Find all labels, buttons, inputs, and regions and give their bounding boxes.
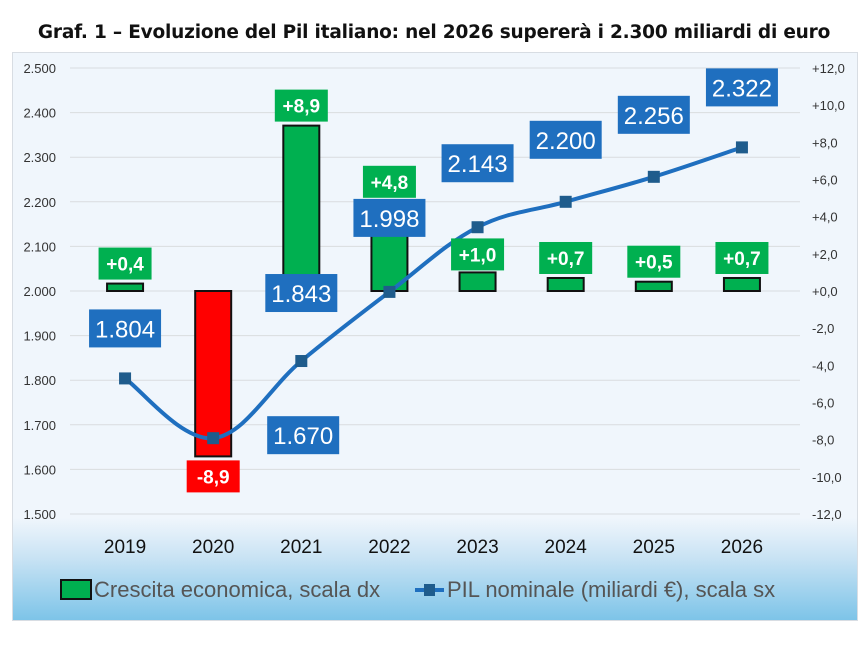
left-axis-tick-label: 2.100 <box>23 239 56 254</box>
right-axis-tick-label: -8,0 <box>812 433 834 448</box>
right-axis-tick-label: -2,0 <box>812 321 834 336</box>
bar-data-label-box <box>451 238 505 271</box>
right-axis-tick-label: +6,0 <box>812 173 838 188</box>
legend-line-marker <box>424 584 435 596</box>
x-axis-tick-label: 2023 <box>456 537 498 558</box>
line-data-label: 2.143 <box>448 151 508 178</box>
right-axis-tick-label: +0,0 <box>812 284 838 299</box>
bar <box>194 290 233 458</box>
right-axis-tick-label: +10,0 <box>812 98 845 113</box>
pil-marker <box>647 170 660 183</box>
bar-data-label: -8,9 <box>197 467 230 488</box>
bar-data-label: +0,7 <box>723 249 761 270</box>
pil-marker <box>471 221 484 234</box>
pil-marker <box>383 285 396 298</box>
legend-label-pil: PIL nominale (miliardi €), scala sx <box>447 577 775 602</box>
bar <box>722 276 761 293</box>
line-data-label-box <box>705 68 778 107</box>
left-axis-tick-label: 1.600 <box>23 462 56 477</box>
legend-label-crescita: Crescita economica, scala dx <box>94 577 380 602</box>
right-axis-tick-label: -12,0 <box>812 507 842 522</box>
line-data-label-box <box>353 198 426 237</box>
legend-bar-swatch <box>60 579 92 600</box>
left-axis-tick-label: 2.000 <box>23 284 56 299</box>
pil-line <box>123 145 743 441</box>
line-data-label-box <box>529 120 602 159</box>
x-axis-tick-label: 2022 <box>368 537 410 558</box>
pil-marker <box>207 432 220 445</box>
right-axis-tick-label: -10,0 <box>812 470 842 485</box>
line-data-label-box <box>265 274 338 313</box>
line-data-label: 1.843 <box>271 281 331 308</box>
left-axis-tick-label: 2.300 <box>23 150 56 165</box>
line-data-label: 1.804 <box>95 316 155 343</box>
bar-data-label: +0,5 <box>635 253 673 274</box>
left-axis-tick-label: 1.900 <box>23 329 56 344</box>
pil-marker <box>735 141 748 154</box>
bar <box>546 276 585 293</box>
right-axis-tick-label: -4,0 <box>812 358 834 373</box>
pil-marker <box>559 195 572 208</box>
left-axis-tick-label: 1.500 <box>23 507 56 522</box>
bar-data-label: +1,0 <box>459 245 497 266</box>
right-axis-tick-label: -6,0 <box>812 396 834 411</box>
bar-data-label-box <box>98 247 152 280</box>
bar-data-label-box <box>715 241 769 274</box>
bar <box>458 271 497 292</box>
bar-data-label: +0,4 <box>106 255 144 276</box>
bar <box>106 282 145 293</box>
left-axis-tick-label: 2.400 <box>23 106 56 121</box>
bar-data-label: +8,9 <box>283 97 321 118</box>
left-axis-tick-label: 2.500 <box>23 61 56 76</box>
bar-data-label-box <box>274 89 328 122</box>
line-data-label: 2.322 <box>712 75 772 102</box>
right-axis-tick-label: +8,0 <box>812 135 838 150</box>
line-data-label-box <box>617 95 690 134</box>
right-axis-tick-label: +4,0 <box>812 210 838 225</box>
bar <box>634 280 673 293</box>
x-axis-tick-label: 2020 <box>192 537 234 558</box>
x-axis-tick-label: 2019 <box>104 537 146 558</box>
line-data-label: 2.256 <box>624 103 684 130</box>
bar-data-label-box <box>362 165 416 198</box>
line-data-label-box <box>89 309 162 348</box>
bar-data-label: +0,7 <box>547 249 585 270</box>
bar-data-label-box <box>186 460 240 493</box>
left-axis-tick-label: 1.700 <box>23 418 56 433</box>
x-axis-tick-label: 2024 <box>545 537 588 558</box>
left-axis-tick-label: 2.200 <box>23 195 56 210</box>
bar-data-label: +4,8 <box>371 173 409 194</box>
pil-marker <box>295 355 308 368</box>
right-axis-tick-label: +12,0 <box>812 61 845 76</box>
bar-data-label-box <box>539 241 593 274</box>
x-axis-tick-label: 2025 <box>633 537 675 558</box>
chart-title: Graf. 1 – Evoluzione del Pil italiano: n… <box>37 22 831 43</box>
pil-marker <box>119 372 132 385</box>
bar <box>282 124 321 292</box>
left-axis-tick-label: 1.800 <box>23 373 56 388</box>
x-axis-tick-label: 2021 <box>280 537 322 558</box>
x-axis-tick-label: 2026 <box>721 537 763 558</box>
line-data-label: 1.998 <box>359 206 419 233</box>
right-axis-tick-label: +2,0 <box>812 247 838 262</box>
bar-data-label-box <box>627 245 681 278</box>
line-data-label: 1.670 <box>273 423 333 450</box>
line-data-label-box <box>267 416 340 455</box>
line-data-label: 2.200 <box>536 128 596 155</box>
line-data-label-box <box>441 144 514 183</box>
